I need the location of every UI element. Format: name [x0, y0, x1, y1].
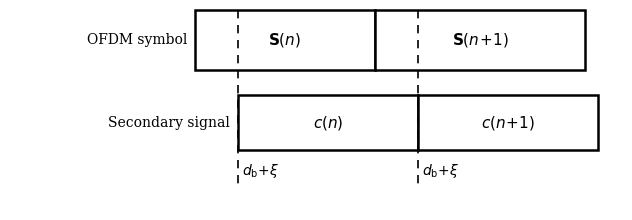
- Text: $\mathbf{S}(n\!+\!1)$: $\mathbf{S}(n\!+\!1)$: [452, 31, 508, 49]
- Text: $\mathbf{S}(n)$: $\mathbf{S}(n)$: [269, 31, 301, 49]
- Text: OFDM symbol: OFDM symbol: [87, 33, 187, 47]
- Text: $c(n\!+\!1)$: $c(n\!+\!1)$: [481, 114, 535, 132]
- Text: $d_{\mathrm{b}}\!+\!\xi$: $d_{\mathrm{b}}\!+\!\xi$: [422, 162, 459, 180]
- Text: $c(n)$: $c(n)$: [313, 114, 343, 132]
- Text: $d_{\mathrm{b}}\!+\!\xi$: $d_{\mathrm{b}}\!+\!\xi$: [242, 162, 280, 180]
- Bar: [375, 10, 585, 70]
- Bar: [418, 95, 598, 150]
- Bar: [238, 95, 418, 150]
- Text: Secondary signal: Secondary signal: [108, 116, 230, 130]
- Bar: [195, 10, 375, 70]
